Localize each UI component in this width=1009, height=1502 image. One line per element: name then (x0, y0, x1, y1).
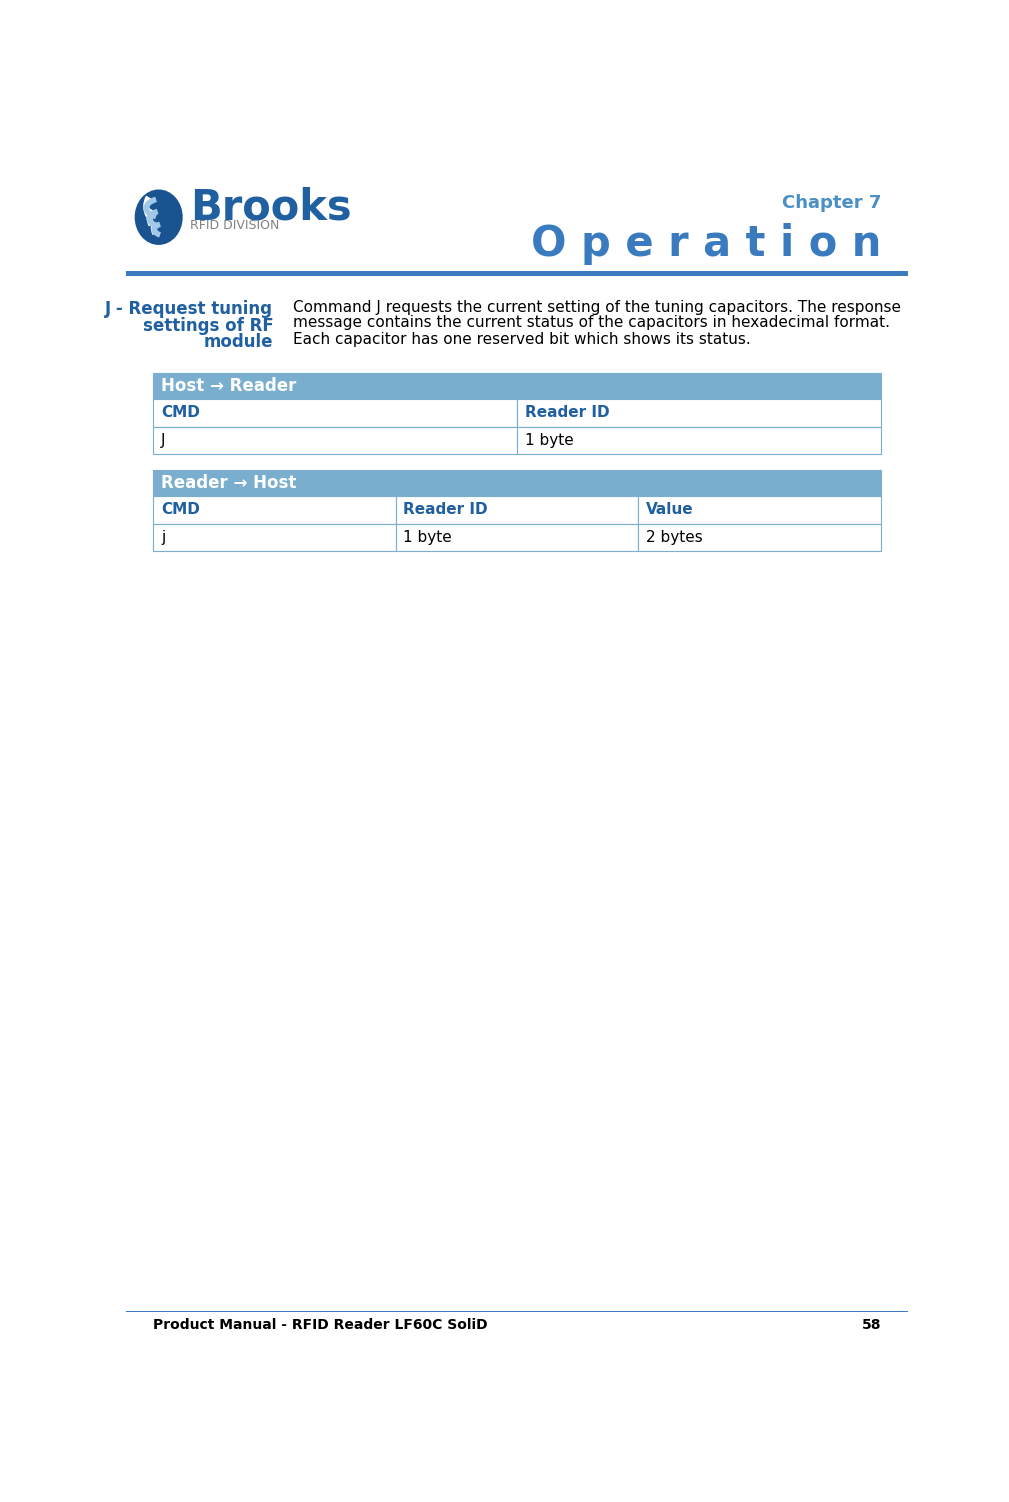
Text: 1 byte: 1 byte (404, 530, 452, 545)
Text: RFID DIVISION: RFID DIVISION (190, 219, 279, 231)
Text: J - Request tuning: J - Request tuning (105, 299, 273, 317)
Text: 2 bytes: 2 bytes (646, 530, 702, 545)
Text: j: j (161, 530, 165, 545)
Text: Product Manual - RFID Reader LF60C SoliD: Product Manual - RFID Reader LF60C SoliD (153, 1319, 488, 1332)
Text: Command J requests the current setting of the tuning capacitors. The response: Command J requests the current setting o… (293, 299, 901, 314)
Bar (153, 470, 881, 496)
Text: Value: Value (646, 502, 693, 517)
Text: Host → Reader: Host → Reader (161, 377, 297, 395)
Text: settings of RF: settings of RF (142, 317, 273, 335)
Text: Reader ID: Reader ID (404, 502, 488, 517)
Text: Reader ID: Reader ID (525, 406, 609, 421)
Bar (396, 496, 638, 524)
Text: O p e r a t i o n: O p e r a t i o n (532, 222, 882, 264)
Bar (153, 427, 517, 455)
Wedge shape (146, 209, 154, 227)
Bar (638, 524, 881, 551)
Text: CMD: CMD (161, 406, 200, 421)
Bar (396, 524, 638, 551)
Bar (153, 372, 881, 400)
Wedge shape (150, 221, 158, 234)
Ellipse shape (134, 189, 183, 245)
Text: Each capacitor has one reserved bit which shows its status.: Each capacitor has one reserved bit whic… (293, 332, 751, 347)
Text: J: J (161, 433, 165, 448)
Wedge shape (143, 195, 151, 218)
Text: message contains the current status of the capacitors in hexadecimal format.: message contains the current status of t… (293, 315, 890, 330)
Text: Chapter 7: Chapter 7 (782, 194, 882, 212)
Text: Reader → Host: Reader → Host (161, 473, 297, 491)
Bar (153, 400, 517, 427)
Text: 58: 58 (862, 1319, 881, 1332)
Bar (126, 270, 908, 276)
Bar (517, 427, 881, 455)
Bar (517, 400, 881, 427)
Text: 1 byte: 1 byte (525, 433, 573, 448)
Bar (153, 524, 396, 551)
Bar (638, 496, 881, 524)
Text: Brooks: Brooks (190, 186, 351, 228)
Text: CMD: CMD (161, 502, 200, 517)
Text: module: module (204, 333, 273, 351)
Bar (153, 496, 396, 524)
